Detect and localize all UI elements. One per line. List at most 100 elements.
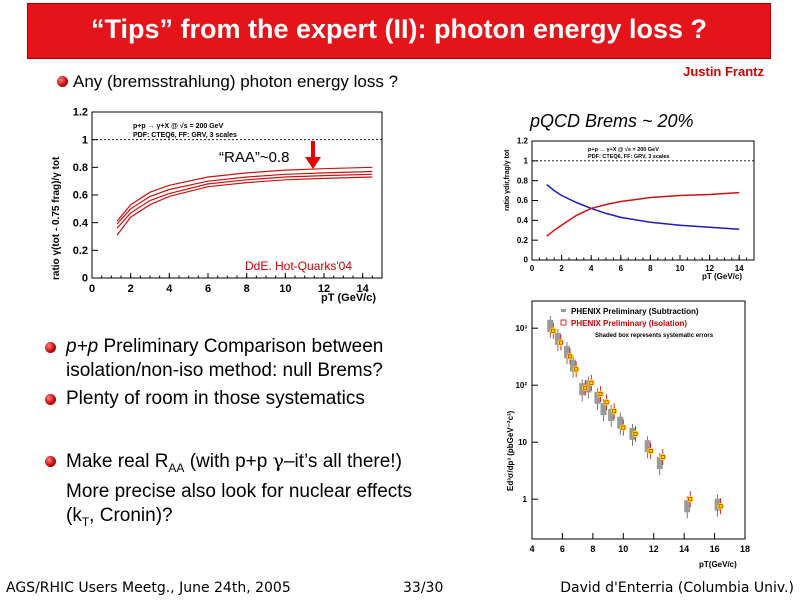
chart3-legend: PHENIX Preliminary (Subtraction) PHENIX …: [560, 307, 714, 339]
isolation-point: [572, 365, 580, 373]
subtraction-point: [684, 500, 691, 513]
isolation-marker: [604, 400, 609, 405]
isolation-marker: [598, 392, 603, 396]
raa-text-c: –it’s all there!): [283, 451, 402, 472]
chart2-xlabel: pT (GeV/c): [702, 272, 742, 281]
y-tick-label: 0.6: [73, 190, 88, 202]
brems-label: pQCD Brems ~ 20%: [530, 111, 694, 131]
series-line-2: [116, 170, 373, 225]
chart3-note: Shaded box represents systematic errors: [595, 333, 714, 339]
isolation-point: [686, 495, 694, 503]
isolation-point: [588, 379, 595, 387]
chart3-legend-iso: PHENIX Preliminary (Isolation): [571, 319, 687, 328]
x-tick-label: 0: [530, 264, 535, 273]
isolation-marker: [660, 455, 665, 459]
y-tick-label: 1: [523, 495, 528, 504]
y-tick-label: 0.6: [517, 196, 529, 205]
subtraction-point: [554, 332, 561, 345]
raa-text-b: (with p+p: [184, 451, 273, 472]
isolation-marker: [559, 340, 563, 345]
subtraction-point: [585, 380, 592, 393]
subtraction-point: [600, 403, 607, 416]
isolation-point: [717, 502, 724, 510]
chart-raa-ratio: ratio γ(tot - 0.75 frag)/γ tot pT (GeV/c…: [51, 107, 383, 304]
chart1-annotation: “RAA”~0.8: [219, 149, 289, 166]
y-tick-label: 1: [82, 134, 88, 146]
isolation-marker: [718, 504, 723, 509]
isolation-point: [603, 399, 610, 406]
y-tick-label: 0.8: [517, 176, 529, 185]
isolation-point: [581, 384, 589, 392]
subtraction-point: [617, 416, 624, 429]
series-line-4: [116, 176, 373, 236]
chart2-ylabel: ratio γdir,frag/γ tot: [504, 149, 511, 211]
bullet-icon: [45, 456, 56, 467]
series-line-2: [546, 191, 740, 237]
bullet-pp-comparison: p+p Preliminary Comparison between isola…: [66, 335, 383, 383]
isolation-point: [647, 447, 654, 455]
subtraction-point: [594, 391, 601, 404]
bullet-systematics: Plenty of room in those systematics: [66, 388, 365, 409]
raa-line3-sub: T: [81, 514, 90, 529]
bullet-icon: [57, 76, 68, 87]
subtraction-point: [579, 383, 586, 396]
chart1-ylabel: ratio γ(tot - 0.75 frag)/γ tot: [51, 156, 62, 280]
subtraction-point: [570, 359, 577, 372]
y-tick-label: 10: [518, 438, 527, 447]
x-tick-label: 4: [166, 283, 173, 295]
y-tick-label: 10³: [515, 324, 527, 333]
y-tick-label: 0.4: [517, 216, 529, 225]
chart1-legend-line2: PDF: CTEQ6, FF: GRV, 3 scales: [133, 132, 237, 139]
isolation-marker: [621, 425, 626, 430]
x-tick-label: 14: [735, 264, 744, 273]
footer-presenter: David d'Enterria (Columbia Univ.): [560, 580, 794, 596]
bullet-make-raa: Make real RAA (with p+p γ–it’s all there…: [66, 449, 412, 534]
x-tick-label: 4: [589, 264, 594, 273]
y-tick-label: 10²: [515, 381, 527, 390]
chart2-legend-line1: p+p → γ+X @ √s = 200 GeV: [588, 146, 659, 153]
chart1-credit: DdE. Hot-Quarks'04: [245, 259, 352, 273]
isolation-marker: [568, 354, 572, 359]
y-tick-label: 0.2: [73, 245, 88, 257]
isolation-marker: [612, 409, 617, 414]
x-tick-label: 14: [357, 283, 370, 295]
isolation-point: [597, 390, 604, 398]
y-tick-label: 1.2: [517, 137, 529, 146]
x-tick-label: 0: [89, 283, 95, 295]
raa-line3-a: (k: [66, 504, 82, 526]
pp-line2: isolation/non-iso method: null Brems?: [66, 360, 383, 381]
isolation-marker: [633, 431, 638, 436]
pp-italic: p+p: [66, 336, 99, 357]
chart2-legend-line2: PDF: CTEQ6, FF: GRV, 3 scales: [588, 154, 670, 160]
y-tick-label: 0.8: [73, 162, 88, 174]
y-tick-label: 0.4: [73, 217, 89, 229]
chart-phenix-cross-section: Ed³σ/dp³ (pbGeV⁻²c³) pT(GeV/c) PHENIX Pr…: [506, 300, 750, 569]
raa-text-a: Make real R: [66, 451, 169, 472]
y-tick-label: 0: [524, 256, 529, 265]
isolation-point: [610, 407, 618, 415]
chart1-yaxis-title: ratio γ(tot - 0.75 frag)/γ tot: [51, 156, 62, 280]
isolation-marker: [688, 497, 693, 502]
x-tick-label: 14: [679, 544, 689, 554]
x-tick-label: 12: [318, 283, 330, 295]
x-tick-label: 12: [649, 544, 659, 554]
bullet-icon: [45, 342, 56, 353]
x-tick-label: 2: [128, 283, 134, 295]
subtraction-point: [656, 457, 663, 470]
isolation-point: [550, 327, 557, 335]
x-tick-label: 10: [618, 544, 628, 554]
isolation-marker: [648, 449, 653, 453]
y-tick-label: 0.2: [517, 236, 529, 245]
isolation-marker: [589, 380, 594, 385]
bullet-energy-loss: Any (bremsstrahlung) photon energy loss …: [73, 72, 399, 91]
raa-line2: More precise also look for nuclear effec…: [66, 480, 413, 502]
series-line-1: [116, 166, 373, 222]
x-tick-label: 2: [559, 264, 564, 273]
subtraction-point: [608, 408, 615, 421]
x-tick-label: 10: [279, 283, 291, 295]
chart-dir-frag-ratio: ratio γdir,frag/γ tot pT (GeV/c) p+p → γ…: [504, 137, 755, 281]
series-line-3: [116, 173, 373, 229]
chart1-arrow: [305, 141, 321, 169]
x-tick-label: 6: [560, 544, 565, 554]
x-tick-label: 6: [619, 264, 624, 273]
